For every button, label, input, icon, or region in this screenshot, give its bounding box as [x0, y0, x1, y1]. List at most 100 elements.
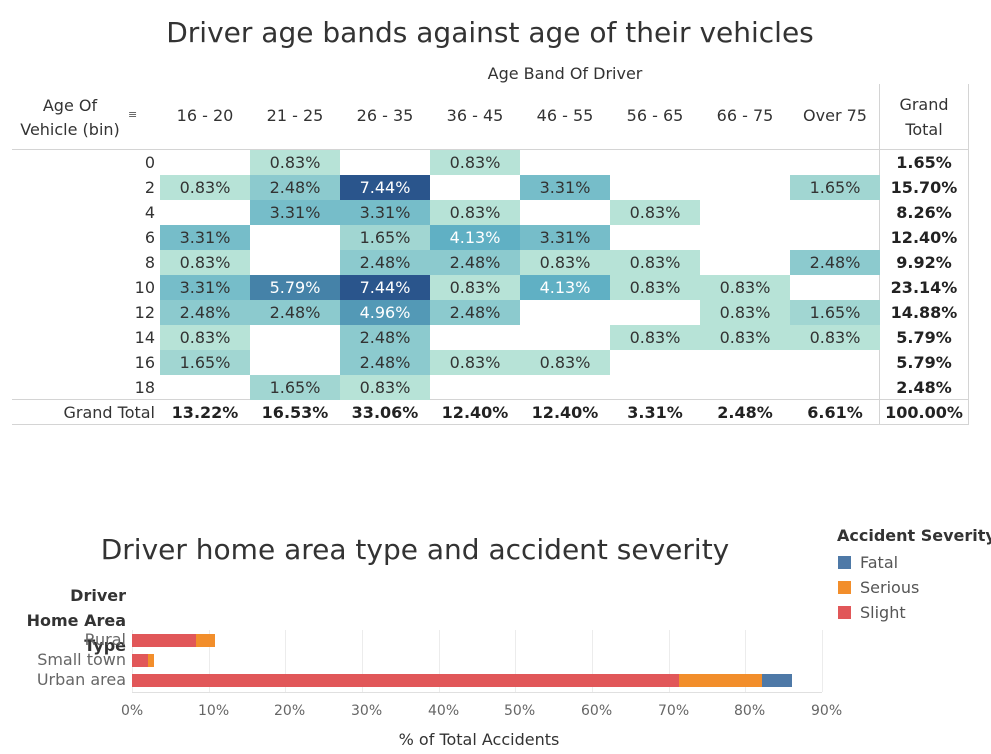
column-grand-total: 12.40% — [531, 403, 599, 422]
heatmap-cell: 2.48% — [430, 250, 520, 275]
x-gridline — [745, 630, 746, 692]
column-header: 21 - 25 — [266, 106, 324, 125]
heatmap-cell: 4.13% — [520, 275, 610, 300]
x-tick-label: 90% — [811, 703, 843, 719]
row-label: 14 — [134, 328, 155, 347]
legend-item[interactable]: Slight — [838, 603, 906, 623]
column-header: Over 75 — [803, 106, 867, 125]
grand-total-column-header: Grand Total — [899, 95, 949, 139]
header-separator — [12, 149, 968, 150]
row-grand-total: 9.92% — [896, 253, 952, 272]
grand-total-row-label: Grand Total — [63, 403, 155, 422]
heatmap-cell: 0.83% — [520, 350, 610, 375]
heatmap-cell: 0.83% — [610, 250, 700, 275]
bar-segment-slight — [132, 654, 149, 667]
heatmap-cell: 3.31% — [160, 275, 250, 300]
legend-swatch — [838, 606, 851, 619]
heatmap-cell: 4.96% — [340, 300, 430, 325]
heatmap-cell: 0.83% — [430, 200, 520, 225]
heatmap-cell: 2.48% — [340, 350, 430, 375]
table-right-border — [968, 84, 969, 425]
x-tick-label: 50% — [504, 703, 536, 719]
row-grand-total: 2.48% — [896, 378, 952, 397]
bar-category-label: Urban area — [36, 670, 126, 689]
bar-x-axis-title: % of Total Accidents — [398, 730, 560, 749]
x-tick-label: 70% — [658, 703, 690, 719]
row-grand-total: 5.79% — [896, 353, 952, 372]
column-header: 26 - 35 — [356, 106, 414, 125]
heatmap-cell: 0.83% — [160, 325, 250, 350]
x-tick-label: 20% — [274, 703, 306, 719]
x-gridline — [592, 630, 593, 692]
legend-title: Accident Severity — [837, 526, 991, 545]
sort-icon[interactable]: ≡ — [128, 108, 138, 121]
row-grand-total: 23.14% — [890, 278, 958, 297]
row-grand-total: 1.65% — [896, 153, 952, 172]
bar-segment-serious — [678, 674, 763, 687]
row-grand-total: 8.26% — [896, 203, 952, 222]
x-tick-label: 0% — [121, 703, 144, 719]
column-grand-total: 3.31% — [627, 403, 683, 422]
row-label: 18 — [134, 378, 155, 397]
x-axis-line — [132, 692, 822, 693]
legend-label: Serious — [860, 578, 920, 597]
heatmap-cell: 3.31% — [520, 225, 610, 250]
legend-swatch — [838, 556, 851, 569]
column-grand-total: 2.48% — [717, 403, 773, 422]
x-tick-label: 60% — [581, 703, 613, 719]
bar-segment-serious — [148, 654, 155, 667]
heatmap-cell: 5.79% — [250, 275, 340, 300]
x-tick-label: 40% — [428, 703, 460, 719]
legend-item[interactable]: Fatal — [838, 553, 898, 573]
x-gridline — [209, 630, 210, 692]
heatmap-cell: 2.48% — [340, 325, 430, 350]
heatmap-cell: 2.48% — [430, 300, 520, 325]
row-label: 4 — [144, 203, 155, 222]
heatmap-cell: 1.65% — [790, 300, 880, 325]
bar-segment-slight — [132, 634, 196, 647]
heatmap-cell: 2.48% — [340, 250, 430, 275]
x-gridline — [822, 630, 823, 692]
heatmap-cell: 3.31% — [340, 200, 430, 225]
bar-chart-title: Driver home area type and accident sever… — [100, 533, 730, 566]
heatmap-cell: 2.48% — [250, 300, 340, 325]
row-label: 10 — [134, 278, 155, 297]
column-header: 56 - 65 — [626, 106, 684, 125]
legend-swatch — [838, 581, 851, 594]
column-grand-total: 6.61% — [807, 403, 863, 422]
heatmap-cell: 7.44% — [340, 175, 430, 200]
x-gridline — [362, 630, 363, 692]
column-grand-total: 12.40% — [441, 403, 509, 422]
column-header: 16 - 20 — [176, 106, 234, 125]
x-tick-label: 30% — [351, 703, 383, 719]
heatmap-cell: 0.83% — [250, 150, 340, 175]
bar-y-axis-title: Driver Home Area Type — [26, 586, 126, 655]
heatmap-cell: 0.83% — [700, 325, 790, 350]
row-label: 16 — [134, 353, 155, 372]
bar-category-label: Rural — [84, 630, 126, 649]
heatmap-cell: 2.48% — [250, 175, 340, 200]
row-label: 2 — [144, 178, 155, 197]
legend-item[interactable]: Serious — [838, 578, 919, 598]
row-grand-total: 12.40% — [890, 228, 958, 247]
column-header: 36 - 45 — [446, 106, 504, 125]
bar-segment-serious — [195, 634, 215, 647]
heatmap-cell: 0.83% — [160, 250, 250, 275]
row-grand-total: 15.70% — [890, 178, 958, 197]
row-grand-total: 5.79% — [896, 328, 952, 347]
heatmap-cell: 2.48% — [790, 250, 880, 275]
grand-total-row-separator — [12, 399, 968, 400]
row-grand-total: 14.88% — [890, 303, 958, 322]
heatmap-cell: 4.13% — [430, 225, 520, 250]
heatmap-cell: 0.83% — [700, 275, 790, 300]
row-label: 6 — [144, 228, 155, 247]
row-label: 0 — [144, 153, 155, 172]
heatmap-cell: 3.31% — [250, 200, 340, 225]
x-tick-label: 10% — [198, 703, 230, 719]
table-bottom-border — [12, 424, 968, 425]
column-header: 46 - 55 — [536, 106, 594, 125]
bar-segment-slight — [132, 674, 679, 687]
x-gridline — [285, 630, 286, 692]
column-header: 66 - 75 — [716, 106, 774, 125]
heatmap-cell: 0.83% — [610, 325, 700, 350]
